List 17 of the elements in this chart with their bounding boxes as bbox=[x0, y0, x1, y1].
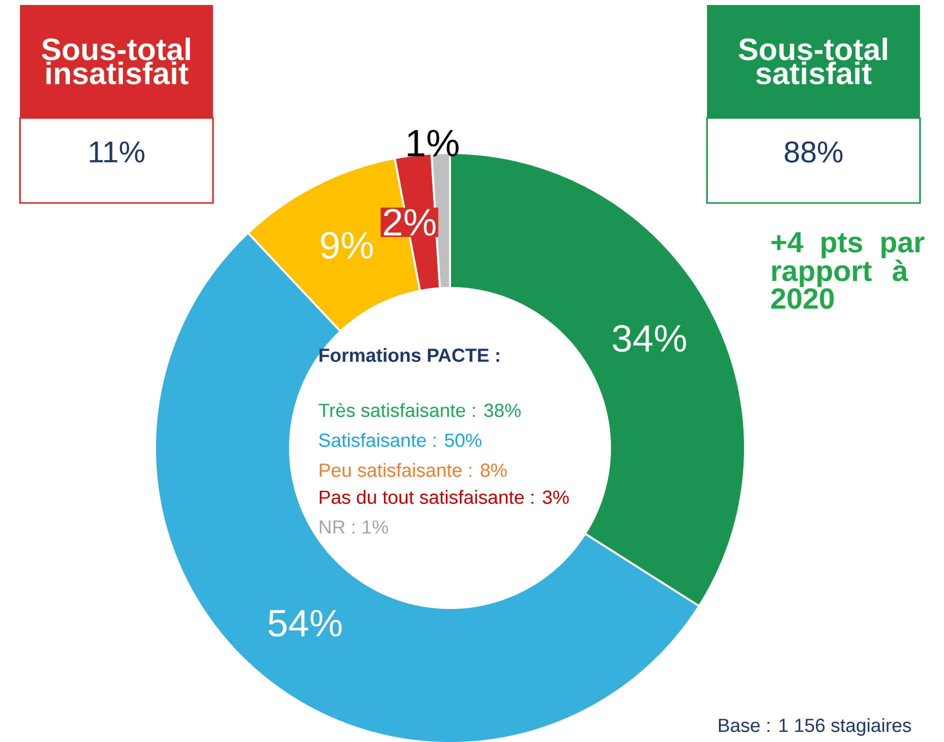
text: 11% bbox=[90, 141, 144, 162]
text: Satisfaisante : 50% bbox=[319, 433, 482, 447]
text: Base : 1 156 stagiaires bbox=[718, 718, 912, 736]
data-label: 9% bbox=[321, 232, 373, 259]
text: 88% bbox=[784, 141, 842, 163]
data-label: 54% bbox=[268, 610, 342, 637]
text: +4 pts par rapport à 2020 bbox=[771, 232, 924, 309]
text: Pas du tout satisfaisante : 3% bbox=[320, 490, 569, 504]
data-label: 34% bbox=[612, 324, 686, 352]
text: NR : 1% bbox=[320, 520, 388, 534]
data-label: 1% bbox=[408, 130, 459, 156]
text: Peu satisfaisante : 8% bbox=[320, 463, 507, 477]
text: Très satisfaisante : 38% bbox=[318, 402, 521, 418]
text: Formations PACTE : bbox=[320, 348, 500, 362]
text: Sous-total insatisfait bbox=[42, 38, 190, 84]
text: Sous-total satisfait bbox=[738, 38, 887, 84]
data-label: 2% bbox=[384, 208, 436, 236]
